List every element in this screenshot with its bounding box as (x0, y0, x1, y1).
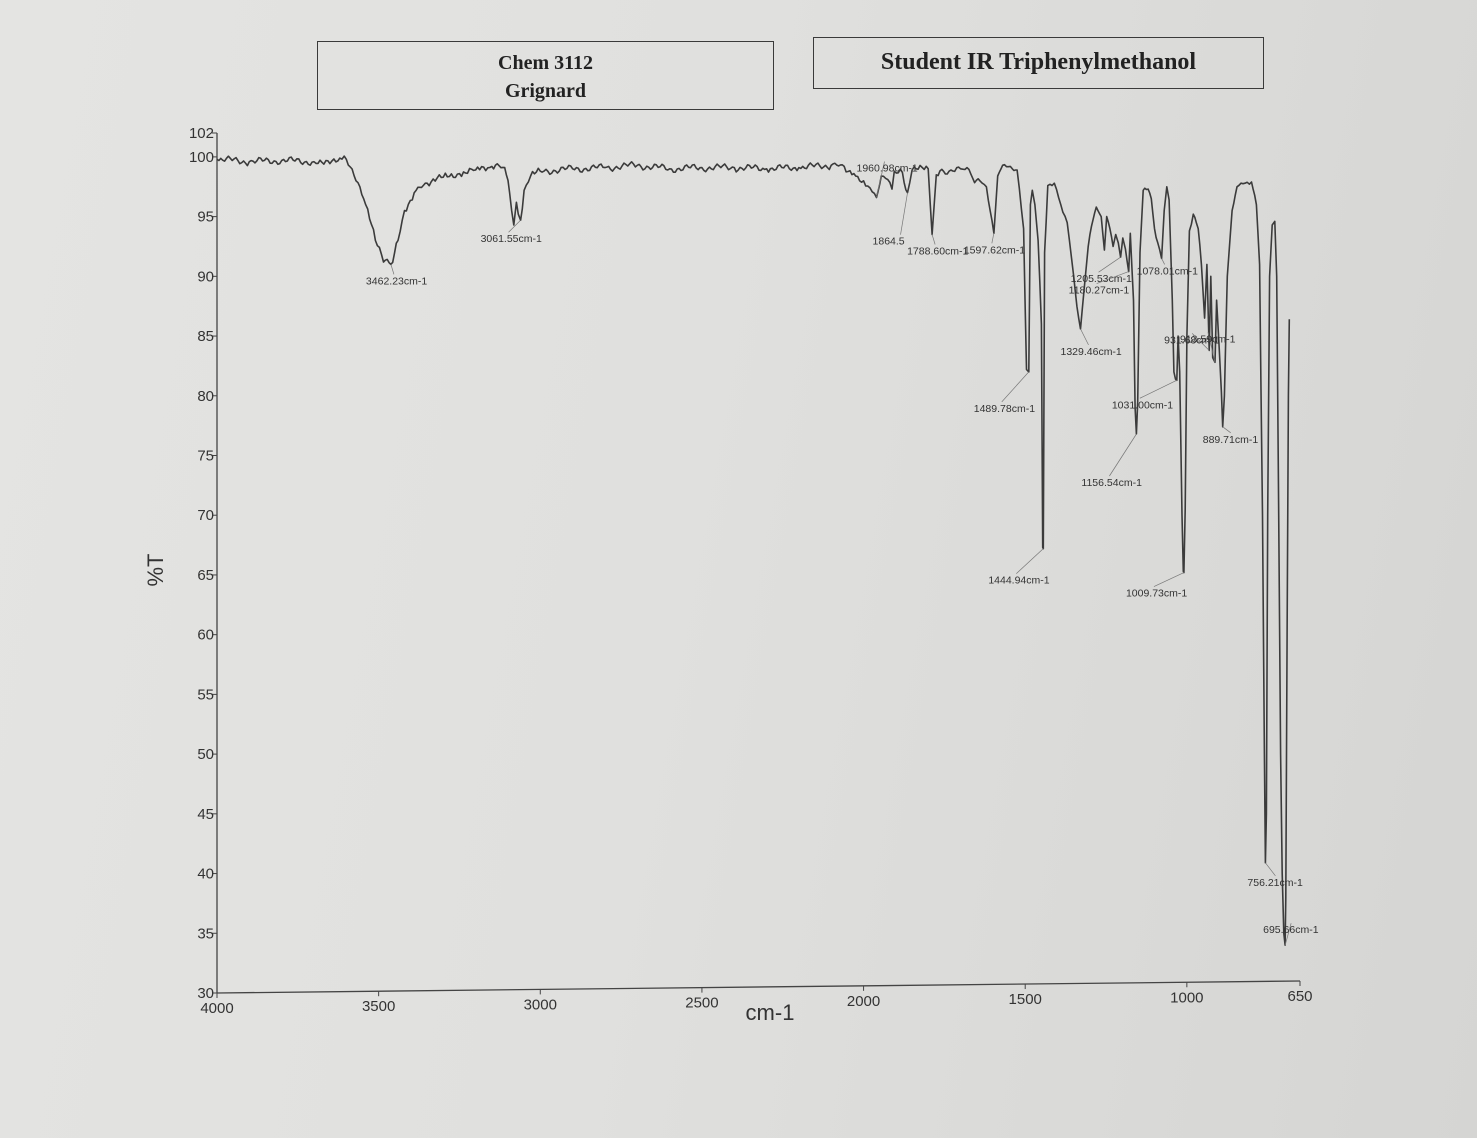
peak-label: 931.68cm-1 (1164, 334, 1220, 346)
peak-leader-line (1109, 433, 1137, 477)
peak-label: 1864.5 (873, 236, 905, 248)
peak-label: 1078.01cm-1 (1137, 265, 1198, 277)
x-axis-title: cm-1 (746, 1000, 795, 1025)
peak-leader-line (1265, 862, 1276, 877)
y-tick-label: 40 (197, 866, 214, 883)
peak-leader-line (1001, 371, 1030, 403)
peak-label: 1597.62cm-1 (964, 244, 1025, 256)
y-tick-label: 45 (197, 806, 214, 823)
peak-label: 1031.00cm-1 (1112, 399, 1173, 411)
peak-label: 1444.94cm-1 (988, 575, 1049, 587)
peak-leader-line (900, 192, 908, 235)
y-tick-label: 55 (197, 686, 214, 703)
peak-label: 1009.73cm-1 (1126, 588, 1187, 600)
y-tick-label: 90 (197, 268, 214, 285)
peak-label: 3061.55cm-1 (481, 233, 542, 245)
peak-label: 889.71cm-1 (1203, 434, 1259, 446)
peak-label: 1180.27cm-1 (1069, 285, 1130, 297)
y-tick-label: 35 (197, 925, 214, 942)
peak-label: 1960.98cm-1 (856, 163, 917, 175)
peak-label: 3462.23cm-1 (366, 275, 427, 287)
x-axis-line (216, 980, 1301, 994)
x-tick-label: 650 (1287, 988, 1312, 1005)
x-tick-label: 1500 (1009, 991, 1042, 1008)
peak-label: 1788.60cm-1 (907, 246, 968, 258)
y-tick-label: 60 (197, 627, 214, 644)
peak-label: 1489.78cm-1 (974, 403, 1035, 415)
experiment-label: Grignard (504, 80, 587, 102)
peak-leader-line (1207, 332, 1216, 363)
peak-leader-line (1098, 256, 1121, 273)
peak-label: 913.59cm-1 (1180, 333, 1236, 345)
y-tick-label: 80 (197, 388, 214, 405)
x-tick-label: 4000 (200, 1000, 233, 1017)
y-tick-label: 50 (197, 746, 214, 763)
peak-label: 756.21cm-1 (1247, 877, 1303, 889)
peak-leader-line (1139, 379, 1177, 399)
y-axis-ticks: 30 35 40 45 50 55 60 65 70 75 80 85 90 95 100 102 (189, 125, 217, 1002)
chart-axes (216, 133, 1301, 994)
peak-leader-line (1161, 258, 1165, 265)
y-tick-label: 75 (197, 448, 214, 465)
y-axis-title: %T (143, 554, 168, 587)
peak-label: 695.66cm-1 (1263, 924, 1319, 936)
chart-title-box: Student IR Triphenylmethanol (813, 37, 1264, 89)
peak-labels: 3462.23cm-13061.55cm-11960.98cm-11864.51… (366, 161, 1319, 946)
course-header-box: Chem 3112 Grignard (317, 41, 774, 110)
y-tick-label: 30 (197, 985, 214, 1002)
peak-label: 1156.54cm-1 (1081, 477, 1142, 489)
peak-leader-line (931, 234, 936, 245)
course-label: Chem 3112 (498, 52, 593, 74)
peak-leader-line (991, 233, 995, 244)
x-tick-label: 3000 (524, 996, 557, 1013)
peak-leader-line (1284, 923, 1292, 946)
peak-leader-line (1191, 333, 1210, 351)
spectrum-line (216, 155, 1291, 946)
x-axis-ticks: 4000 3500 3000 2500 2000 1500 1000 650 (200, 981, 1313, 1017)
x-tick-label: 2000 (847, 993, 880, 1010)
x-tick-label: 3500 (362, 998, 395, 1015)
peak-label: 1205.53cm-1 (1071, 273, 1132, 285)
y-tick-label: 95 (197, 209, 214, 226)
peak-leader-line (390, 264, 395, 275)
peak-leader-line (508, 219, 521, 233)
y-tick-label: 85 (197, 328, 214, 345)
peak-leader-line (1096, 271, 1129, 284)
y-tick-label: 100 (189, 149, 214, 166)
peak-leader-line (876, 161, 885, 198)
peak-leader-line (1153, 572, 1185, 587)
peak-leader-line (1222, 426, 1231, 434)
y-tick-label: 70 (197, 507, 214, 524)
plot-area (216, 155, 1291, 946)
chart-title: Student IR Triphenylmethanol (880, 49, 1197, 75)
x-tick-label: 1000 (1170, 989, 1203, 1006)
peak-label: 1329.46cm-1 (1060, 346, 1121, 358)
y-tick-label: 65 (197, 567, 214, 584)
x-tick-label: 2500 (685, 995, 718, 1012)
y-tick-label: 102 (189, 125, 214, 142)
peak-leader-line (1016, 548, 1044, 574)
peak-leader-line (1080, 328, 1089, 346)
